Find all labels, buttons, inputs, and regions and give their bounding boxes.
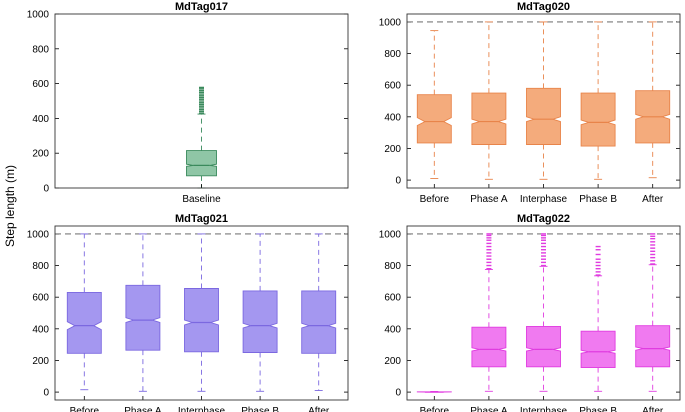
box-body bbox=[416, 94, 452, 144]
panel-mdtag020: MdTag020 0 200 400 600 800 1000 Before Phase A In… bbox=[379, 1, 681, 205]
y-tick-label: 0 bbox=[43, 184, 49, 195]
x-tick-label: Phase B bbox=[579, 194, 617, 205]
y-tick-label: 200 bbox=[384, 144, 401, 155]
y-tick-label: 200 bbox=[32, 356, 49, 367]
x-tick-label: Phase A bbox=[470, 406, 508, 412]
axes-frame bbox=[54, 13, 349, 189]
box-interphase bbox=[184, 233, 219, 392]
x-tick-label: Before bbox=[420, 194, 450, 205]
panel-title: MdTag020 bbox=[517, 1, 570, 13]
y-tick-label: 200 bbox=[32, 149, 49, 160]
box-phase-a bbox=[125, 233, 161, 392]
axes-frame bbox=[406, 225, 681, 401]
y-tick-label: 400 bbox=[384, 324, 401, 335]
x-tick-label: After bbox=[642, 194, 664, 205]
box-interphase bbox=[526, 233, 561, 392]
x-tick-label: After bbox=[642, 406, 664, 412]
box-body bbox=[580, 92, 616, 147]
box-body bbox=[125, 284, 161, 351]
panel-title: MdTag021 bbox=[175, 213, 228, 225]
box-after bbox=[635, 21, 671, 179]
box-phase-a bbox=[471, 21, 507, 180]
box-body bbox=[635, 325, 671, 368]
y-tick-label: 800 bbox=[32, 261, 49, 272]
y-tick-label: 800 bbox=[384, 49, 401, 60]
box-body bbox=[580, 330, 616, 369]
x-tick-label: Phase A bbox=[470, 194, 508, 205]
x-tick-label: Phase B bbox=[579, 406, 617, 412]
y-tick-label: 0 bbox=[395, 176, 401, 187]
y-tick-label: 400 bbox=[32, 114, 49, 125]
axes-frame bbox=[406, 13, 681, 189]
x-tick-label: Interphase bbox=[178, 406, 226, 412]
y-axis-label: Step length (m) bbox=[3, 165, 17, 247]
box-after bbox=[301, 233, 337, 391]
box-before bbox=[416, 391, 452, 393]
x-tick-label: Phase B bbox=[241, 406, 279, 412]
box-body bbox=[186, 150, 217, 177]
x-tick-label: Interphase bbox=[520, 406, 568, 412]
box-body bbox=[184, 288, 219, 353]
x-tick-label: Phase A bbox=[124, 406, 162, 412]
y-tick-label: 600 bbox=[32, 293, 49, 304]
panel-mdtag022: MdTag022 0 200 400 600 800 1000 Before Phase A In… bbox=[379, 213, 681, 412]
panel-mdtag021: MdTag021 0 200 400 600 800 1000 Before Phase A In… bbox=[27, 213, 349, 412]
panel-title: MdTag017 bbox=[175, 1, 228, 13]
panel-title: MdTag022 bbox=[517, 213, 570, 225]
y-tick-label: 600 bbox=[32, 79, 49, 90]
x-tick-label: Before bbox=[70, 406, 100, 412]
axes-frame bbox=[54, 225, 349, 401]
y-tick-label: 1000 bbox=[379, 17, 402, 28]
y-tick-label: 600 bbox=[384, 81, 401, 92]
y-tick-label: 0 bbox=[395, 388, 401, 399]
box-body bbox=[471, 92, 507, 145]
box-phase-b bbox=[580, 21, 616, 180]
x-tick-label: After bbox=[308, 406, 330, 412]
box-phase-b bbox=[242, 233, 278, 392]
box-baseline bbox=[186, 86, 217, 189]
y-tick-label: 1000 bbox=[27, 10, 50, 21]
box-body bbox=[526, 87, 561, 145]
y-tick-label: 1000 bbox=[27, 229, 50, 240]
box-body bbox=[471, 326, 507, 368]
x-tick-label: Baseline bbox=[182, 194, 221, 205]
y-tick-label: 200 bbox=[384, 356, 401, 367]
box-body bbox=[242, 290, 278, 353]
y-tick-label: 400 bbox=[32, 324, 49, 335]
box-body bbox=[66, 291, 102, 354]
box-before bbox=[66, 233, 102, 391]
box-body bbox=[301, 290, 337, 354]
box-phase-a bbox=[471, 233, 507, 392]
y-tick-label: 600 bbox=[384, 293, 401, 304]
x-tick-label: Before bbox=[420, 406, 450, 412]
y-tick-label: 1000 bbox=[379, 229, 402, 240]
panel-mdtag017: MdTag017 0 200 400 600 800 1000 Baseline bbox=[27, 1, 349, 205]
y-tick-label: 800 bbox=[32, 44, 49, 55]
y-tick-label: 800 bbox=[384, 261, 401, 272]
box-after bbox=[635, 233, 671, 392]
box-body bbox=[526, 325, 561, 368]
box-phase-b bbox=[580, 245, 616, 392]
y-tick-label: 0 bbox=[43, 388, 49, 399]
box-before bbox=[416, 30, 452, 179]
y-tick-label: 400 bbox=[384, 112, 401, 123]
x-tick-label: Interphase bbox=[520, 194, 568, 205]
box-interphase bbox=[526, 21, 561, 180]
